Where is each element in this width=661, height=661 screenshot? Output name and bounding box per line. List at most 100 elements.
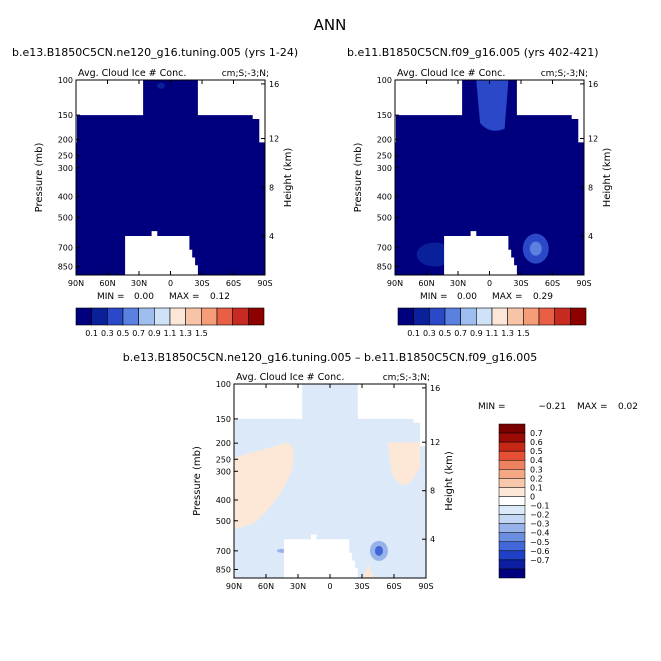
x-tick-label: 60N	[418, 279, 434, 288]
colorbar-swatch	[498, 450, 526, 461]
y-tick-label: 300	[58, 164, 73, 173]
colorbar-swatch	[154, 307, 171, 326]
missing-data-mask	[283, 534, 358, 578]
panel-subtitle: Avg. Cloud Ice # Conc.	[236, 372, 344, 383]
min-label: MIN =	[478, 402, 506, 412]
x-tick-label: 60S	[386, 582, 401, 591]
y-axis-title: Pressure (mb)	[34, 143, 45, 213]
x-tick-label: 0	[168, 279, 173, 288]
colorbar-label: 1.5	[195, 329, 208, 338]
colorbar-swatch	[216, 307, 233, 326]
colorbar-swatch	[460, 307, 477, 326]
x-tick-label: 30N	[450, 279, 466, 288]
colorbar-swatch	[554, 307, 571, 326]
colorbar-label: −0.4	[530, 529, 549, 538]
y-tick-label: 400	[377, 193, 392, 202]
y-tick-label: 300	[216, 467, 231, 476]
y-tick-label: 200	[377, 135, 392, 144]
y-tick-label: 200	[216, 439, 231, 448]
colorbar-swatch	[107, 307, 124, 326]
field-contour	[529, 241, 542, 256]
y-tick-label: 850	[216, 565, 231, 574]
x-tick-label: 90S	[257, 279, 272, 288]
max-value: 0.29	[533, 292, 553, 302]
colorbar-label: 0.3	[423, 329, 436, 338]
panel-title: b.e13.B1850C5CN.ne120_g16.tuning.005 – b…	[123, 351, 538, 364]
max-label: MAX =	[492, 292, 523, 302]
missing-data-mask	[234, 384, 303, 447]
colorbar-swatch	[498, 441, 526, 452]
height-tick-label: 12	[269, 135, 279, 144]
x-tick-label: 60N	[99, 279, 115, 288]
colorbar-swatch	[498, 505, 526, 515]
colorbar-swatch	[498, 550, 526, 561]
height-tick-label: 8	[588, 183, 593, 192]
colorbar-swatch	[122, 307, 139, 326]
colorbar-label: −0.6	[530, 547, 549, 556]
y-tick-label: 400	[216, 496, 231, 505]
colorbar-swatch	[498, 559, 526, 570]
y-tick-label: 200	[58, 135, 73, 144]
height-tick-label: 8	[269, 183, 274, 192]
panel-subtitle: Avg. Cloud Ice # Conc.	[78, 68, 186, 79]
colorbar-label: 0.7	[530, 429, 543, 438]
colorbar-swatch	[444, 307, 461, 326]
colorbar-label: 0	[530, 492, 535, 501]
x-tick-label: 90S	[418, 582, 433, 591]
height-tick-label: 16	[588, 80, 598, 89]
colorbar-swatch	[498, 432, 526, 443]
colorbar-label: 0.3	[101, 329, 114, 338]
colorbar-swatch	[169, 307, 186, 326]
height-tick-label: 12	[588, 135, 598, 144]
right-axis-title: Height (km)	[444, 451, 455, 511]
x-tick-label: 90N	[226, 582, 242, 591]
x-tick-label: 90S	[576, 279, 591, 288]
max-value: 0.12	[210, 292, 230, 302]
x-tick-label: 90N	[387, 279, 403, 288]
colorbar-label: 0.1	[530, 483, 543, 492]
colorbar-label: 0.5	[530, 447, 543, 456]
x-tick-label: 30S	[194, 279, 209, 288]
colorbar-swatch	[498, 487, 526, 497]
y-tick-label: 300	[377, 164, 392, 173]
field-contour	[234, 442, 294, 530]
missing-data-mask	[76, 80, 144, 143]
x-tick-label: 0	[327, 582, 332, 591]
height-tick-label: 16	[430, 384, 440, 393]
colorbar-label: 0.5	[439, 329, 452, 338]
missing-data-mask	[516, 80, 584, 143]
y-tick-label: 150	[58, 111, 73, 120]
chart-panel-2: 90N 60N 30N 0 30S 60S 90S 100 150 200 250 300 400 500…	[347, 46, 613, 302]
colorbar-swatch	[498, 459, 526, 470]
max-value: 0.02	[618, 402, 638, 412]
colorbar-swatch	[498, 496, 526, 506]
y-axis-title: Pressure (mb)	[192, 446, 203, 516]
panel-units: cm;S;-3;N;	[222, 69, 269, 79]
colorbar-label: 0.7	[132, 329, 145, 338]
colorbar-label: 0.6	[530, 438, 543, 447]
y-tick-label: 100	[216, 380, 231, 389]
field-contour	[362, 564, 375, 578]
colorbar-label: 0.5	[117, 329, 130, 338]
field-contour	[476, 80, 509, 131]
min-label: MIN =	[97, 292, 125, 302]
min-value: 0.00	[134, 292, 154, 302]
colorbar-swatch	[507, 307, 524, 326]
colorbar-label: 0.9	[148, 329, 161, 338]
colorbar-label: −0.5	[530, 538, 549, 547]
y-tick-label: 500	[58, 213, 73, 222]
colorbar-label: 0.1	[407, 329, 420, 338]
y-tick-label: 400	[58, 193, 73, 202]
colorbar-swatch	[498, 478, 526, 488]
missing-data-mask	[395, 80, 463, 143]
colorbar-swatch	[429, 307, 446, 326]
height-tick-label: 16	[269, 80, 279, 89]
height-tick-label: 4	[430, 535, 435, 544]
panel-units: cm;S;-3;N;	[383, 373, 430, 383]
colorbar-label: 1.1	[164, 329, 177, 338]
colorbar-swatch	[498, 423, 526, 434]
y-tick-label: 700	[216, 547, 231, 556]
colorbar-swatch	[397, 307, 414, 326]
missing-data-mask	[125, 231, 198, 275]
colorbar-swatch	[232, 307, 249, 326]
